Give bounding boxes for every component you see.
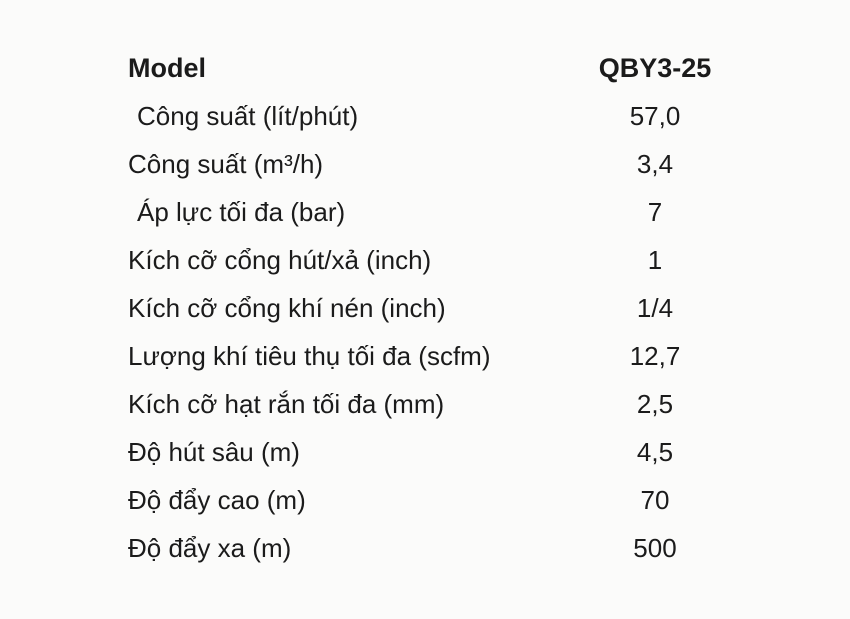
table-header-row: Model QBY3-25 [128, 44, 750, 92]
row-value: 12,7 [629, 341, 681, 371]
table-row: Kích cỡ cổng khí nén (inch) 1/4 [128, 284, 750, 332]
row-value: 2,5 [636, 389, 674, 419]
row-label: Kích cỡ cổng hút/xả (inch) [128, 245, 432, 275]
row-label: Áp lực tối đa (bar) [137, 197, 346, 227]
row-value: 3,4 [636, 149, 674, 179]
row-value: 500 [633, 533, 677, 563]
table-row: Áp lực tối đa (bar) 7 [128, 188, 750, 236]
table-row: Kích cỡ hạt rắn tối đa (mm) 2,5 [128, 380, 750, 428]
row-label: Lượng khí tiêu thụ tối đa (scfm) [128, 341, 491, 371]
row-label: Độ đẩy cao (m) [128, 485, 306, 515]
table-row: Công suất (m³/h) 3,4 [128, 140, 750, 188]
row-value: 1 [647, 245, 663, 275]
row-value: 57,0 [629, 101, 681, 131]
row-label: Công suất (lít/phút) [137, 101, 359, 131]
table-row: Độ đẩy cao (m) 70 [128, 476, 750, 524]
spec-table: Model QBY3-25 Công suất (lít/phút) 57,0 … [128, 44, 750, 572]
table-row: Công suất (lít/phút) 57,0 [128, 92, 750, 140]
row-label: Kích cỡ cổng khí nén (inch) [128, 293, 446, 323]
table-row: Kích cỡ cổng hút/xả (inch) 1 [128, 236, 750, 284]
row-label: Công suất (m³/h) [128, 149, 324, 179]
row-value: 70 [640, 485, 670, 515]
row-value: 4,5 [636, 437, 674, 467]
row-label: Kích cỡ hạt rắn tối đa (mm) [128, 389, 445, 419]
table-row: Độ hút sâu (m) 4,5 [128, 428, 750, 476]
row-label: Độ hút sâu (m) [128, 437, 300, 467]
row-label: Độ đẩy xa (m) [128, 533, 292, 563]
table-row: Độ đẩy xa (m) 500 [128, 524, 750, 572]
table-row: Lượng khí tiêu thụ tối đa (scfm) 12,7 [128, 332, 750, 380]
row-value: 1/4 [636, 293, 674, 323]
header-model-value: QBY3-25 [598, 52, 712, 83]
row-value: 7 [647, 197, 663, 227]
header-model-label: Model [128, 52, 206, 83]
